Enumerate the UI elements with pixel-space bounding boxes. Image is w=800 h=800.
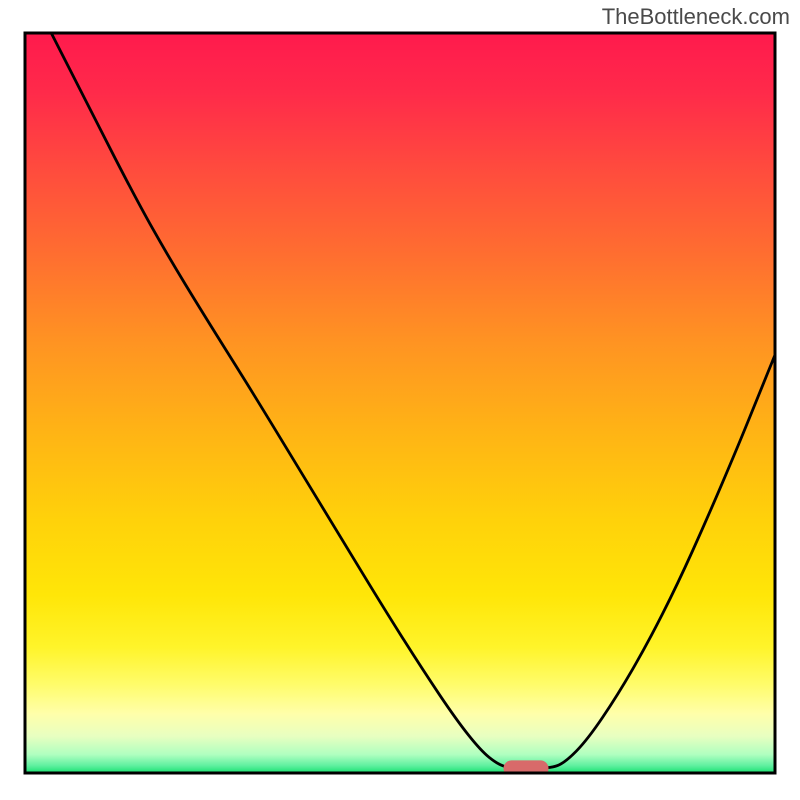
gradient-background [25, 33, 775, 773]
bottleneck-chart [0, 0, 800, 800]
watermark-text: TheBottleneck.com [602, 4, 790, 30]
